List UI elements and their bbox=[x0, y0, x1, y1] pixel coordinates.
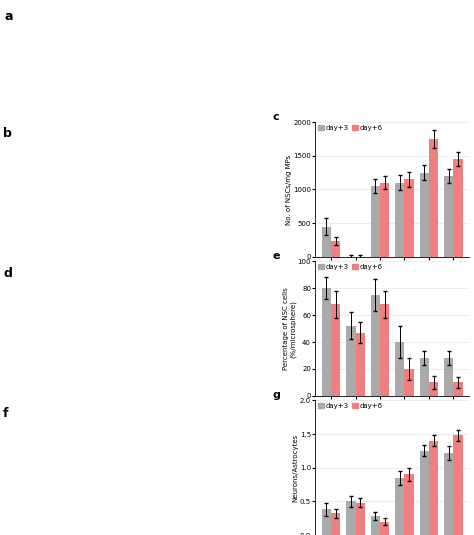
Text: a: a bbox=[5, 10, 13, 23]
Bar bbox=[322, 509, 331, 535]
Text: c: c bbox=[272, 112, 279, 122]
Bar bbox=[453, 435, 463, 535]
Bar bbox=[371, 516, 380, 535]
Bar bbox=[395, 478, 404, 535]
Bar bbox=[395, 183, 404, 257]
Bar bbox=[419, 451, 429, 535]
Legend: day+3, day+6: day+3, day+6 bbox=[317, 124, 384, 132]
Text: b: b bbox=[3, 127, 12, 140]
Bar bbox=[429, 139, 438, 257]
Bar bbox=[404, 369, 414, 396]
Bar bbox=[380, 183, 389, 257]
Bar bbox=[429, 383, 438, 396]
Text: f: f bbox=[3, 407, 9, 421]
Bar bbox=[331, 241, 340, 257]
Y-axis label: Neurons/Astrocytes: Neurons/Astrocytes bbox=[292, 433, 299, 502]
Legend: day+3, day+6: day+3, day+6 bbox=[317, 402, 384, 410]
Bar bbox=[322, 226, 331, 257]
Bar bbox=[356, 503, 365, 535]
Bar bbox=[346, 326, 356, 396]
Bar bbox=[419, 358, 429, 396]
Bar bbox=[453, 383, 463, 396]
Bar bbox=[380, 304, 389, 396]
Bar bbox=[331, 514, 340, 535]
Bar bbox=[371, 295, 380, 396]
Bar bbox=[453, 159, 463, 257]
Bar bbox=[404, 179, 414, 257]
Legend: day+3, day+6: day+3, day+6 bbox=[317, 263, 384, 271]
Bar bbox=[429, 441, 438, 535]
Bar bbox=[371, 186, 380, 257]
Text: g: g bbox=[272, 391, 280, 400]
Bar bbox=[346, 501, 356, 535]
Bar bbox=[395, 342, 404, 396]
Bar bbox=[331, 304, 340, 396]
Text: e: e bbox=[272, 251, 280, 261]
Bar bbox=[444, 453, 453, 535]
Bar bbox=[419, 173, 429, 257]
Bar bbox=[404, 475, 414, 535]
Bar bbox=[356, 333, 365, 396]
Y-axis label: Percentage of NSC cells
(%/microsphere): Percentage of NSC cells (%/microsphere) bbox=[283, 287, 296, 370]
Text: d: d bbox=[3, 268, 12, 280]
Bar bbox=[444, 358, 453, 396]
Bar bbox=[444, 176, 453, 257]
Bar bbox=[322, 288, 331, 396]
Bar bbox=[380, 522, 389, 535]
Y-axis label: No. of NSCs/mg MPs: No. of NSCs/mg MPs bbox=[286, 155, 292, 225]
